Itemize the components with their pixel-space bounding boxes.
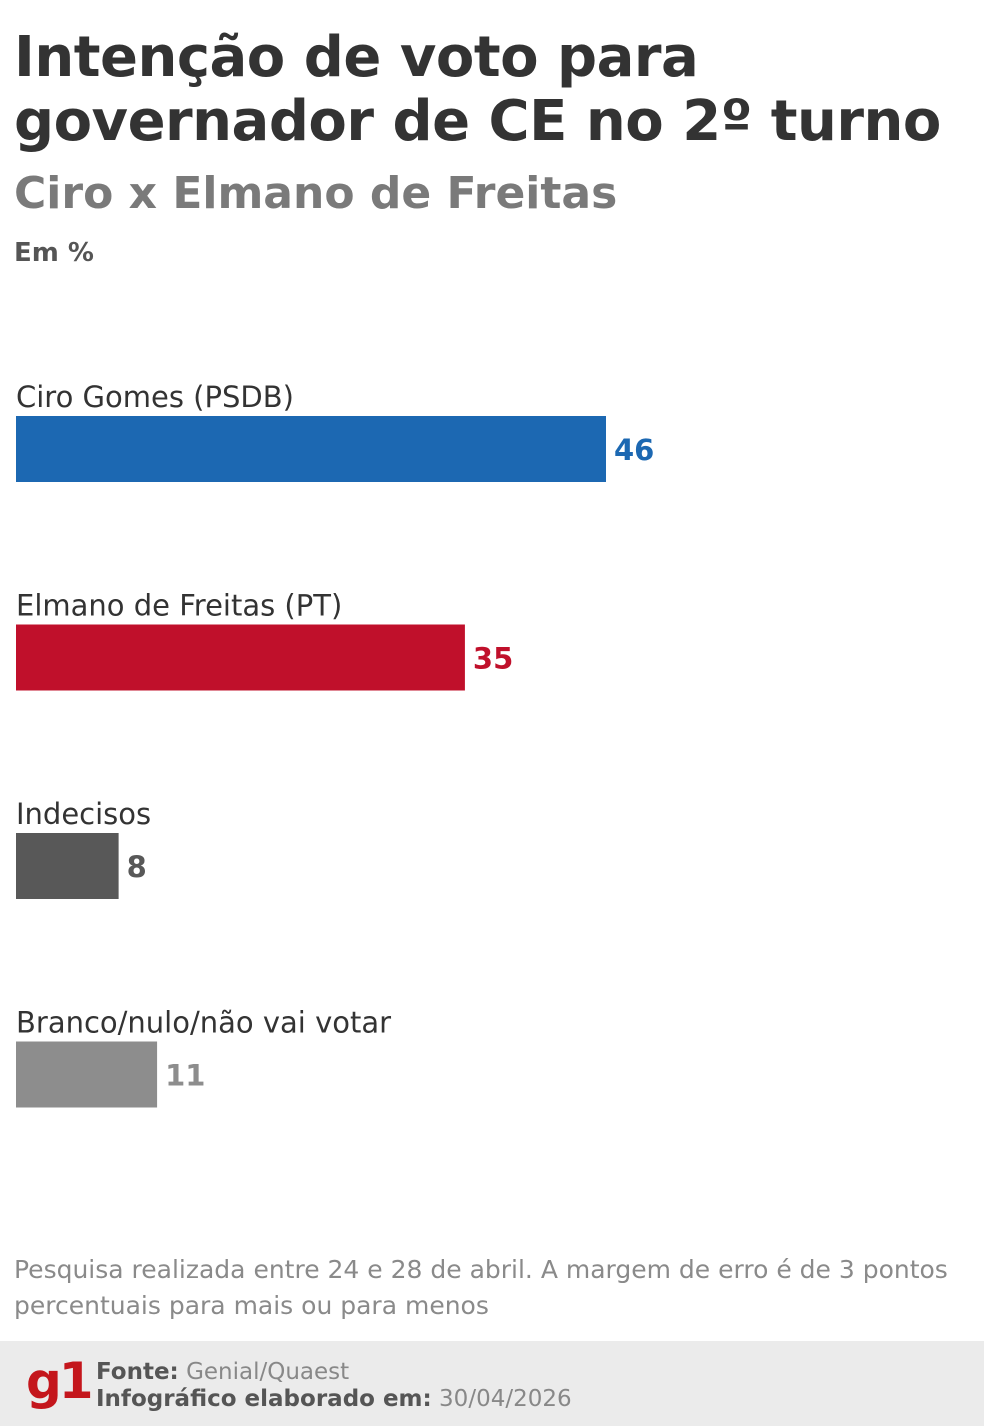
category-label: Ciro Gomes (PSDB)	[16, 380, 294, 414]
chart-subtitle: Ciro x Elmano de Freitas	[14, 168, 618, 219]
value-label: 8	[127, 850, 147, 884]
category-label: Elmano de Freitas (PT)	[16, 589, 342, 623]
source-line: Fonte: Genial/Quaest	[96, 1359, 349, 1385]
value-label: 35	[473, 642, 513, 676]
source-label: Fonte:	[96, 1359, 179, 1385]
methodology-note: Pesquisa realizada entre 24 e 28 de abri…	[14, 1255, 948, 1320]
g1-logo: g1	[26, 1352, 94, 1410]
value-label: 11	[165, 1059, 205, 1093]
category-label: Branco/nulo/não vai votar	[16, 1006, 391, 1040]
date-line: Infográfico elaborado em: 30/04/2026	[96, 1386, 572, 1412]
bar	[16, 416, 606, 482]
footer: g1 Fonte: Genial/Quaest Infográfico elab…	[0, 1341, 984, 1426]
date-value: 30/04/2026	[439, 1386, 572, 1412]
category-label: Indecisos	[16, 797, 151, 831]
bar	[16, 1041, 158, 1108]
bar	[16, 833, 119, 899]
chart-title: Intenção de voto para governador de CE n…	[14, 26, 974, 154]
bar-chart: Ciro Gomes (PSDB) 46 Elmano de Freitas (PT…	[16, 380, 654, 1108]
unit-label: Em %	[14, 238, 94, 268]
value-label: 46	[614, 433, 654, 467]
bar	[16, 624, 465, 691]
title-line-2: governador de CE no 2º turno	[14, 89, 941, 154]
date-label: Infográfico elaborado em:	[96, 1386, 432, 1412]
title-line-1: Intenção de voto para	[14, 25, 699, 90]
source-value: Genial/Quaest	[186, 1359, 350, 1385]
